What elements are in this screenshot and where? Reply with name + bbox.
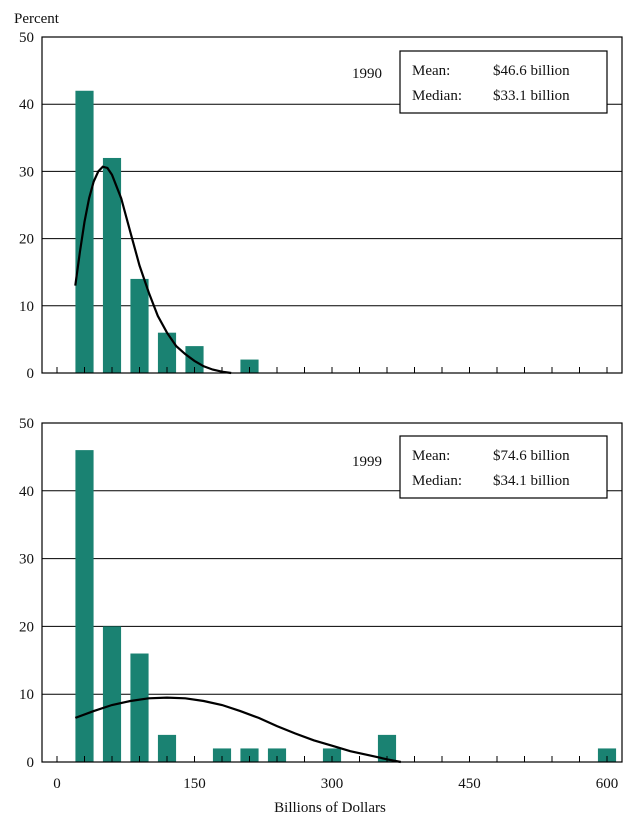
bar — [322, 748, 342, 762]
y-tick-label: 30 — [19, 552, 34, 568]
year-label: 1990 — [352, 66, 382, 82]
mean-value: $74.6 billion — [493, 448, 570, 464]
stats-box — [399, 50, 608, 114]
y-tick-label: 20 — [19, 232, 34, 248]
panel-1990: 0 10 20 30 40 50 1990 Mean: $46.6 billion Median:… — [19, 30, 623, 382]
y-tick-label: 10 — [19, 299, 34, 315]
bar — [130, 278, 149, 373]
x-tick-label: 450 — [458, 776, 481, 792]
y-tick-label: 10 — [19, 687, 34, 703]
median-value: $34.1 billion — [493, 473, 570, 489]
y-tick-label: 0 — [27, 755, 35, 771]
x-tick-label: 300 — [321, 776, 344, 792]
median-value: $33.1 billion — [493, 88, 570, 104]
y-tick-label: 50 — [19, 30, 34, 46]
y-tick-label: 40 — [19, 97, 34, 113]
mean-label: Mean: — [412, 448, 450, 464]
x-tick-label: 0 — [53, 776, 61, 792]
bar — [377, 734, 397, 762]
y-axis-label: Percent — [14, 11, 60, 27]
bar — [130, 653, 149, 762]
mean-label: Mean: — [412, 63, 450, 79]
y-tick-label: 30 — [19, 164, 34, 180]
x-tick-label: 150 — [183, 776, 206, 792]
x-axis-label: Billions of Dollars — [274, 800, 386, 816]
y-tick-label: 0 — [27, 366, 35, 382]
bar — [240, 748, 259, 762]
bar — [597, 748, 617, 762]
bar — [102, 626, 122, 762]
bar — [212, 748, 232, 762]
bar — [157, 332, 177, 373]
fitted-curve — [74, 696, 402, 764]
median-label: Median: — [412, 473, 462, 489]
fitted-curve — [74, 165, 232, 375]
median-label: Median: — [412, 88, 462, 104]
bar — [157, 734, 177, 762]
year-label: 1999 — [352, 454, 382, 470]
y-tick-label: 50 — [19, 416, 34, 432]
panel-1999: 0 10 20 30 40 50 0 150 300 450 600 1999 Mean: $74.6 b… — [19, 416, 623, 792]
y-tick-label: 20 — [19, 619, 34, 635]
bar — [75, 450, 94, 762]
mean-value: $46.6 billion — [493, 63, 570, 79]
bar — [240, 359, 259, 373]
x-tick-label: 600 — [596, 776, 619, 792]
y-tick-label: 40 — [19, 484, 34, 500]
bar — [102, 157, 122, 373]
bar — [75, 90, 94, 373]
stats-box — [399, 435, 608, 499]
bar — [267, 748, 287, 762]
